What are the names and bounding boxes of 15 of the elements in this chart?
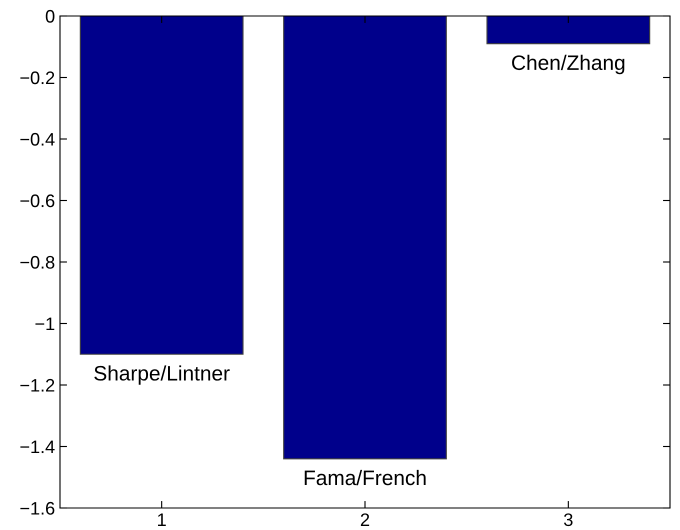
y-tick-label: −1.6 <box>20 502 54 515</box>
y-tick-label: −1.4 <box>20 440 55 454</box>
annotation: Fama/French <box>304 470 426 486</box>
y-tick-label: −0.6 <box>20 194 54 208</box>
y-tick-label: −0.4 <box>20 132 55 146</box>
y-tick-label: −1 <box>35 318 54 330</box>
x-tick-label: 2 <box>360 513 370 526</box>
y-tick-label: 0 <box>46 10 54 23</box>
y-tick-label: −0.2 <box>20 71 54 84</box>
y-tick-label: −0.8 <box>20 256 54 269</box>
y-tick-label: −1.2 <box>20 378 54 392</box>
x-tick-label: 1 <box>158 514 166 526</box>
x-tick-label: 3 <box>564 513 573 526</box>
annotation: Chen/Zhang <box>512 54 624 74</box>
annotation: Sharpe/Lintner <box>94 365 230 385</box>
